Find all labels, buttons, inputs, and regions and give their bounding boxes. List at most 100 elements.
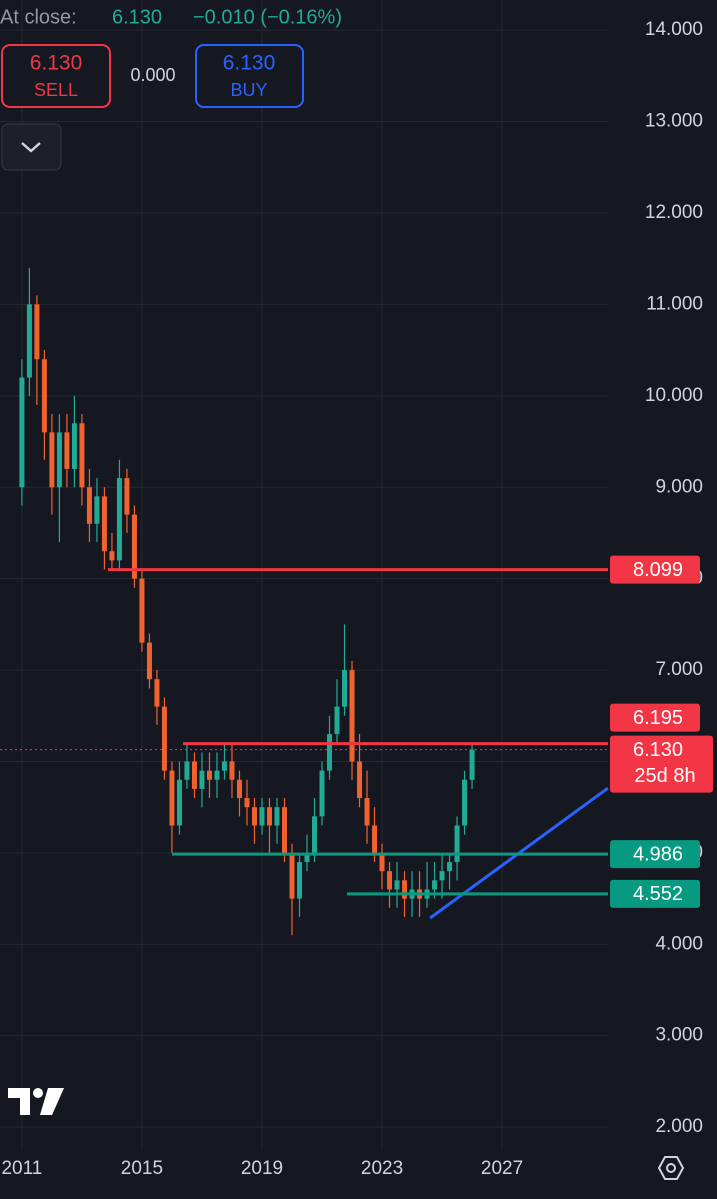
candle-body: [101, 496, 107, 552]
buy-price: 6.130: [223, 52, 276, 75]
candle-body: [116, 478, 122, 561]
candle-body: [176, 779, 182, 826]
candle-body: [402, 880, 408, 899]
y-tick-label: 11.000: [646, 293, 703, 314]
candle-body: [184, 761, 190, 780]
candle-body: [199, 770, 205, 789]
candle-body: [454, 825, 460, 863]
candle-body: [236, 779, 242, 799]
candle-body: [364, 798, 370, 826]
y-tick-label: 12.000: [645, 202, 703, 223]
sell-label: SELL: [34, 80, 78, 100]
candle-body: [154, 679, 160, 707]
last-price-tag: [610, 735, 713, 793]
candle-body: [319, 770, 325, 817]
logo: [8, 1088, 64, 1115]
candle-body: [214, 770, 220, 780]
candle-body: [109, 551, 115, 561]
y-tick-label: 10.000: [645, 385, 703, 406]
candle-body: [221, 761, 227, 771]
candle-body: [26, 304, 32, 378]
y-tick-label: 3.000: [655, 1025, 703, 1046]
candle-body: [131, 514, 137, 579]
candle-body: [169, 770, 175, 826]
candle-body: [432, 880, 438, 890]
candle-body: [251, 807, 257, 826]
x-tick-label: 2023: [361, 1158, 403, 1179]
x-tick-label: 2015: [121, 1158, 163, 1179]
candle-body: [312, 816, 318, 853]
at-close-label: At close:: [0, 6, 77, 28]
price-tag-label: 4.986: [633, 843, 683, 865]
price-tag-label: 8.099: [633, 559, 683, 581]
candle-body: [266, 807, 272, 826]
candle-body: [56, 432, 62, 488]
sell-button[interactable]: [1, 44, 111, 108]
y-tick-label: 13.000: [645, 111, 703, 132]
price-tag: [610, 840, 700, 869]
candle-body: [49, 432, 55, 488]
candle-body: [281, 807, 287, 853]
chevron-icon: [21, 142, 41, 153]
y-tick-label: 7.000: [655, 659, 703, 680]
candle-body: [161, 706, 167, 771]
candle-body: [447, 862, 453, 872]
x-tick-label: 2019: [241, 1158, 283, 1179]
price-tag: [610, 703, 700, 732]
dropdown-button[interactable]: [1, 123, 62, 171]
candle-body: [191, 761, 197, 789]
candle-body: [334, 706, 340, 735]
candle-body: [244, 798, 250, 808]
price-tag-label: 4.552: [633, 883, 683, 905]
candle-body: [94, 496, 100, 524]
candle-body: [206, 770, 212, 780]
y-tick-label: 4.000: [655, 933, 703, 954]
candle-body: [124, 478, 130, 515]
candle-body: [19, 377, 25, 488]
candle-body: [357, 761, 363, 799]
countdown-label: 25d 8h: [634, 765, 695, 787]
y-tick-label: 9.000: [655, 476, 703, 497]
candle-body: [439, 871, 445, 881]
candle-body: [79, 423, 85, 488]
y-tick-label: 2.000: [655, 1116, 703, 1137]
candle-body: [146, 642, 152, 680]
price-tag: [610, 555, 700, 584]
candle-body: [289, 852, 295, 899]
close-change: −0.010 (−0.16%): [193, 6, 342, 28]
candle-body: [41, 359, 47, 433]
price-tag-label: 6.195: [633, 707, 683, 729]
sell-price: 6.130: [30, 52, 83, 75]
last-price-label: 6.130: [633, 739, 683, 761]
candle-body: [274, 807, 280, 826]
candle-body: [469, 749, 475, 780]
candle-body: [387, 871, 393, 890]
price-tag: [610, 879, 700, 908]
candle-body: [372, 825, 378, 853]
close-price: 6.130: [112, 6, 162, 28]
candle-body: [64, 432, 70, 469]
candle-body: [296, 862, 302, 899]
candle-body: [86, 487, 92, 524]
x-tick-label: 2027: [481, 1158, 523, 1179]
x-tick-label: 2011: [1, 1158, 42, 1179]
candle-body: [394, 880, 400, 890]
settings-icon[interactable]: [657, 1156, 685, 1180]
candle-body: [71, 423, 77, 469]
buy-label: BUY: [230, 80, 267, 100]
candle-body: [139, 578, 145, 643]
spread: 0.000: [130, 65, 175, 85]
candle-body: [349, 670, 355, 762]
candle-body: [327, 734, 333, 771]
candle-body: [34, 304, 40, 360]
candle-body: [304, 852, 310, 863]
candle-body: [229, 761, 235, 780]
buy-button[interactable]: [195, 44, 304, 108]
candle-body: [379, 852, 385, 872]
candle-body: [342, 670, 348, 707]
y-tick-label: 14.000: [645, 19, 703, 40]
candle-body: [259, 807, 265, 826]
candle-body: [462, 779, 468, 826]
